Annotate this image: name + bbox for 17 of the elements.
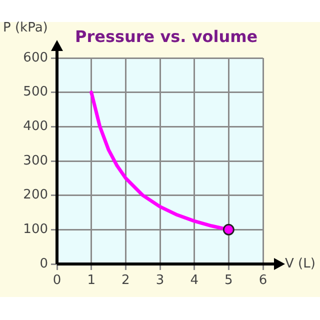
y-axis-title: P (kPa): [3, 20, 48, 36]
y-tick-label: 600: [23, 50, 48, 66]
y-tick-label: 400: [23, 119, 48, 134]
x-tick-label: 4: [190, 273, 198, 288]
y-tick-label: 0: [40, 256, 48, 272]
y-tick-label: 100: [23, 222, 48, 238]
chart-title: Pressure vs. volume: [75, 27, 258, 46]
x-tick-label: 3: [156, 273, 164, 288]
x-tick-label: 6: [258, 273, 268, 288]
x-axis-title: V (L): [285, 256, 316, 272]
x-tick-label: 1: [87, 273, 96, 288]
x-tick-label: 5: [224, 273, 233, 288]
x-tick-label: 2: [122, 273, 130, 288]
y-tick-label: 200: [23, 188, 48, 203]
y-tick-label: 300: [23, 153, 48, 168]
y-tick-label: 500: [23, 84, 48, 100]
x-tick-label: 0: [52, 273, 62, 288]
